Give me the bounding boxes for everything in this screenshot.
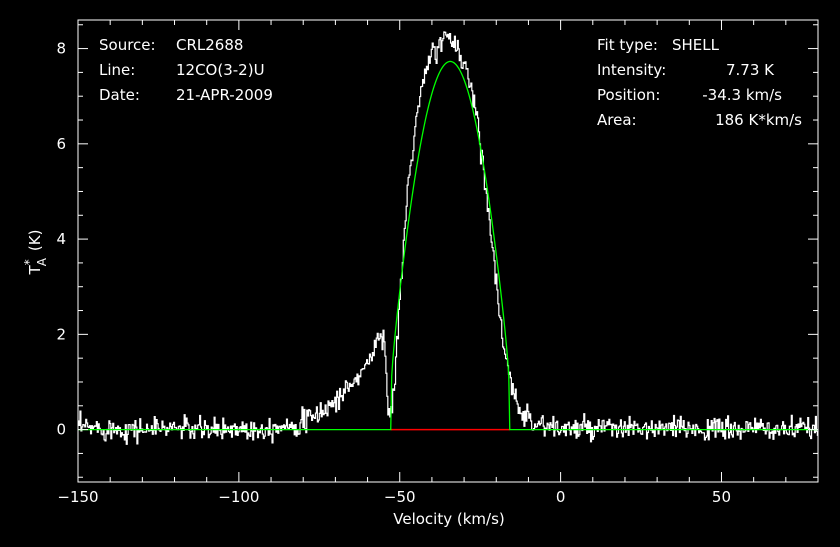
ticks: −150 −100 −50 0 50 0 2 4 6 8 — [56, 20, 819, 506]
y-axis-title: T*A (K) — [22, 230, 49, 276]
y-axis-title-sub: A — [35, 257, 49, 266]
y-tick-label-0: 0 — [56, 421, 66, 439]
x-tick-label-2: −50 — [384, 488, 416, 506]
info-intensity-key: Intensity: — [597, 61, 666, 79]
y-tick-label-1: 2 — [56, 325, 66, 343]
x-tick-label-0: −150 — [57, 488, 98, 506]
info-position-key: Position: — [597, 86, 660, 104]
info-date-key: Date: — [99, 86, 140, 104]
y-tick-label-2: 4 — [56, 230, 66, 248]
info-date-value: 21-APR-2009 — [176, 86, 273, 104]
y-axis-title-sup: * — [22, 259, 36, 265]
y-tick-label-3: 6 — [56, 135, 66, 153]
info-area-value: 186 K*km/s — [715, 111, 802, 129]
x-tick-label-1: −100 — [218, 488, 259, 506]
axes-frame — [77, 19, 819, 483]
info-source-value: CRL2688 — [176, 36, 243, 54]
x-tick-label-4: 50 — [712, 488, 731, 506]
info-fit-type-key: Fit type: — [597, 36, 658, 54]
fit-line-green — [78, 60, 818, 431]
x-axis-title: Velocity (km/s) — [393, 510, 504, 528]
info-block-left: Source: CRL2688 Line: 12CO(3-2)U Date: 2… — [99, 36, 273, 104]
plot-area — [78, 31, 818, 445]
svg-text:T*A(K): T*A (K) — [22, 230, 49, 276]
info-line-value: 12CO(3-2)U — [176, 61, 265, 79]
info-intensity-value: 7.73 K — [726, 61, 775, 79]
y-tick-label-4: 8 — [56, 40, 66, 58]
y-axis-title-unit: (K) — [26, 230, 44, 252]
info-position-value: -34.3 km/s — [702, 86, 782, 104]
info-line-key: Line: — [99, 61, 135, 79]
y-axis-title-base: T — [26, 264, 44, 275]
info-area-key: Area: — [597, 111, 637, 129]
x-tick-label-3: 0 — [556, 488, 566, 506]
info-fit-type-value: SHELL — [672, 36, 720, 54]
info-source-key: Source: — [99, 36, 156, 54]
info-block-right: Fit type: SHELL Intensity: 7.73 K Positi… — [597, 36, 802, 129]
